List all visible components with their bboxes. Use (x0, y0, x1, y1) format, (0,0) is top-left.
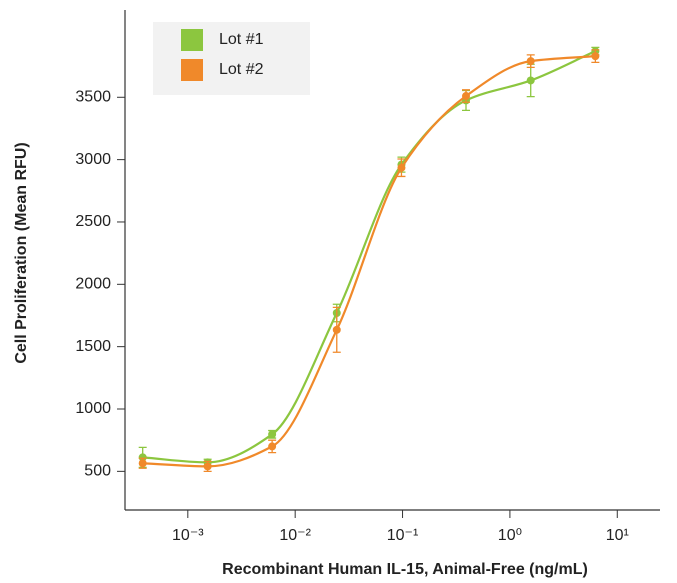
legend-swatch (181, 29, 203, 51)
y-tick-label: 3500 (75, 89, 111, 106)
fit-curve (142, 50, 596, 464)
data-point (268, 430, 277, 439)
y-tick-label: 1000 (75, 400, 111, 417)
data-point (591, 52, 600, 61)
x-tick-label: 10⁻¹ (387, 527, 419, 544)
legend-label: Lot #1 (219, 31, 264, 48)
legend-box (153, 22, 310, 95)
y-tick-label: 2000 (75, 276, 111, 293)
x-tick-label: 10⁰ (498, 527, 522, 544)
data-point (203, 462, 212, 471)
data-point (462, 92, 471, 101)
y-axis-title: Cell Proliferation (Mean RFU) (13, 142, 30, 363)
data-point (268, 442, 277, 451)
x-tick-label: 10⁻² (279, 527, 311, 544)
fit-curve (142, 55, 596, 468)
data-point (138, 459, 147, 468)
data-point (138, 453, 147, 462)
legend-label: Lot #2 (219, 61, 264, 78)
x-tick-label: 10¹ (606, 527, 629, 544)
x-axis-title: Recombinant Human IL-15, Animal-Free (ng… (222, 561, 588, 578)
y-tick-label: 500 (84, 463, 111, 480)
y-tick-label: 3000 (75, 151, 111, 168)
data-point (332, 325, 341, 334)
y-tick-label: 2500 (75, 213, 111, 230)
data-point (526, 57, 535, 66)
x-tick-label: 10⁻³ (172, 527, 204, 544)
legend-swatch (181, 59, 203, 81)
data-point (526, 76, 535, 85)
y-tick-label: 1500 (75, 338, 111, 355)
data-point (397, 163, 406, 172)
